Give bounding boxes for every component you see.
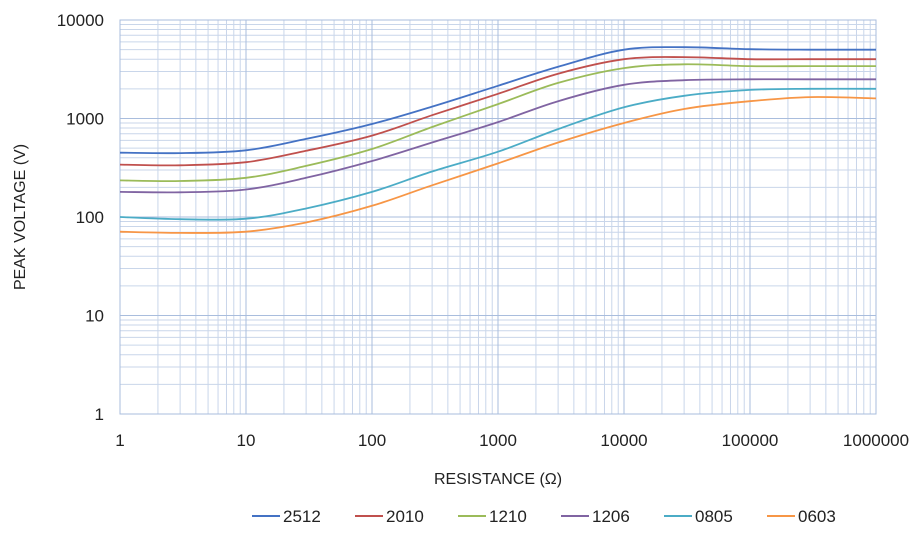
legend-item-2512: 2512	[252, 507, 321, 526]
legend-label: 2010	[386, 507, 424, 526]
y-tick-label: 10000	[57, 11, 104, 30]
y-tick-label: 100	[76, 208, 104, 227]
series-line-0603	[119, 96, 877, 234]
legend-item-1210: 1210	[458, 507, 527, 526]
legend: 2512 2010 1210 1206 0805 0603	[252, 507, 836, 526]
series-lines	[119, 46, 877, 234]
series-line-2512	[119, 46, 876, 155]
x-axis-title: RESISTANCE (Ω)	[434, 471, 562, 488]
legend-item-2010: 2010	[355, 507, 424, 526]
x-tick-label: 100	[358, 431, 386, 450]
legend-label: 0603	[798, 507, 836, 526]
legend-label: 1210	[489, 507, 527, 526]
series-line-1206	[119, 78, 876, 194]
x-tick-label: 10	[237, 431, 256, 450]
legend-label: 2512	[283, 507, 321, 526]
y-tick-label: 1	[95, 405, 104, 424]
x-tick-labels: 1 10 100 1000 10000 100000 1000000	[115, 431, 909, 450]
x-tick-label: 1000	[479, 431, 517, 450]
legend-label: 0805	[695, 507, 733, 526]
legend-item-0805: 0805	[664, 507, 733, 526]
series-line-0805	[119, 87, 877, 221]
legend-item-0603: 0603	[767, 507, 836, 526]
series-line-1210	[119, 63, 876, 182]
y-tick-label: 10	[85, 307, 104, 326]
y-tick-label: 1000	[66, 110, 104, 129]
legend-item-1206: 1206	[561, 507, 630, 526]
legend-label: 1206	[592, 507, 630, 526]
y-axis-title: PEAK VOLTAGE (V)	[12, 144, 29, 290]
x-tick-label: 10000	[600, 431, 647, 450]
x-tick-label: 100000	[722, 431, 779, 450]
x-tick-label: 1	[115, 431, 124, 450]
x-tick-label: 1000000	[843, 431, 909, 450]
series-line-2010	[119, 56, 876, 167]
y-tick-labels: 1 10 100 1000 10000	[57, 11, 104, 424]
